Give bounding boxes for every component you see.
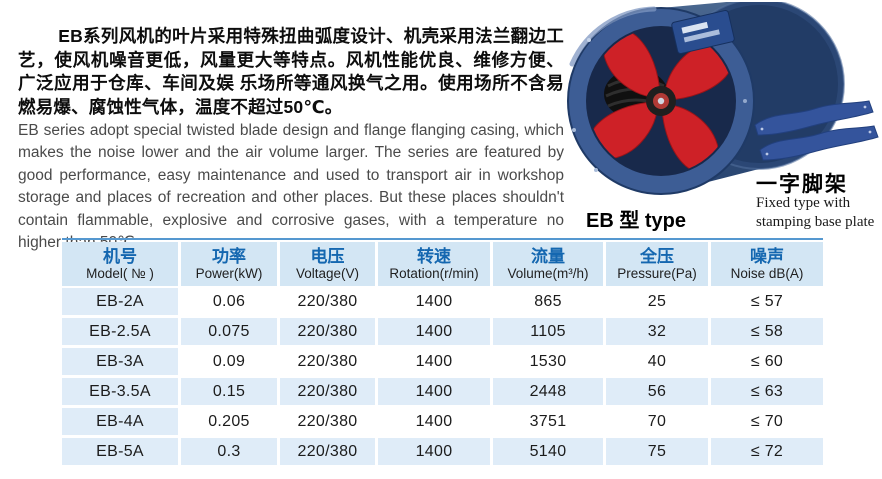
table-cell: ≤ 70 (711, 408, 823, 435)
spec-table-header-row: 机号 Model( № ) 功率 Power(kW) 电压 Voltage(V) 转速 Rot… (62, 242, 823, 286)
table-cell: EB-2A (62, 288, 178, 315)
fan-illustration-svg (567, 0, 845, 195)
header-label-en: Volume(m³/h) (507, 265, 589, 281)
table-row: EB-5A 0.3 220/380 1400 5140 75 ≤ 72 (62, 438, 823, 465)
base-plate-label-en: Fixed type with stamping base plate (756, 194, 882, 232)
header-label-cn: 流量 (531, 246, 565, 266)
fan-nameplate (671, 9, 735, 55)
table-cell: 1400 (378, 348, 490, 375)
base-plate-label-en-line1: Fixed type with (756, 195, 851, 211)
table-cell: ≤ 63 (711, 378, 823, 405)
base-plate-image (752, 100, 880, 162)
table-row: EB-3.5A 0.15 220/380 1400 2448 56 ≤ 63 (62, 378, 823, 405)
header-cell-0: 机号 Model( № ) (62, 242, 178, 286)
table-cell: 0.3 (181, 438, 277, 465)
table-cell: 1105 (493, 318, 603, 345)
table-cell: EB-4A (62, 408, 178, 435)
header-cell-5: 全压 Pressure(Pa) (606, 242, 708, 286)
table-cell: 220/380 (280, 288, 375, 315)
header-label-cn: 转速 (417, 246, 451, 266)
header-label-en: Rotation(r/min) (389, 265, 479, 281)
table-cell: 1400 (378, 378, 490, 405)
header-cell-3: 转速 Rotation(r/min) (378, 242, 490, 286)
spec-table: 机号 Model( № ) 功率 Power(kW) 电压 Voltage(V) 转速 Rot… (62, 238, 823, 465)
table-cell: ≤ 58 (711, 318, 823, 345)
table-cell: 220/380 (280, 318, 375, 345)
header-label-cn: 全压 (640, 246, 674, 266)
spec-table-body: EB-2A 0.06 220/380 1400 865 25 ≤ 57 EB-2.5A 0.07… (62, 288, 823, 465)
table-cell: 220/380 (280, 378, 375, 405)
table-cell: 0.09 (181, 348, 277, 375)
table-row: EB-4A 0.205 220/380 1400 3751 70 ≤ 70 (62, 408, 823, 435)
table-cell: 1400 (378, 318, 490, 345)
table-cell: 0.06 (181, 288, 277, 315)
base-plate-lower (759, 125, 879, 161)
table-cell: 2448 (493, 378, 603, 405)
header-cell-4: 流量 Volume(m³/h) (493, 242, 603, 286)
base-plate-label-en-line2: stamping base plate (756, 214, 875, 230)
header-label-en: Pressure(Pa) (617, 265, 697, 281)
table-row: EB-3A 0.09 220/380 1400 1530 40 ≤ 60 (62, 348, 823, 375)
flange-bolt (587, 38, 591, 42)
header-label-en: Noise dB(A) (730, 265, 804, 281)
flange-bolt (594, 168, 598, 172)
header-label-en: Power(kW) (195, 265, 263, 281)
table-cell: 0.15 (181, 378, 277, 405)
table-cell: 40 (606, 348, 708, 375)
table-cell: 70 (606, 408, 708, 435)
base-plate-svg (754, 100, 879, 161)
table-row: EB-2A 0.06 220/380 1400 865 25 ≤ 57 (62, 288, 823, 315)
table-cell: EB-5A (62, 438, 178, 465)
table-cell: 1400 (378, 288, 490, 315)
table-cell: EB-2.5A (62, 318, 178, 345)
table-cell: 3751 (493, 408, 603, 435)
table-cell: 220/380 (280, 438, 375, 465)
table-cell: ≤ 57 (711, 288, 823, 315)
header-label-en: Model( № ) (86, 265, 154, 281)
axial-fan-image (556, 0, 856, 196)
base-plate-label-cn: 一字脚架 (756, 173, 848, 196)
intro-paragraph-cn: EB系列风机的叶片采用特殊扭曲弧度设计、机壳采用法兰翻边工艺，使风机噪音更低，风… (18, 26, 564, 117)
header-label-cn: 机号 (103, 246, 137, 266)
table-cell: ≤ 72 (711, 438, 823, 465)
table-cell: 1400 (378, 438, 490, 465)
header-label-cn: 功率 (212, 246, 246, 266)
table-cell: 0.075 (181, 318, 277, 345)
table-cell: 0.205 (181, 408, 277, 435)
table-cell: 25 (606, 288, 708, 315)
table-cell: EB-3A (62, 348, 178, 375)
header-cell-6: 噪声 Noise dB(A) (711, 242, 823, 286)
header-label-en: Voltage(V) (295, 265, 360, 281)
table-cell: 5140 (493, 438, 603, 465)
flange-bolt (743, 99, 747, 103)
table-cell: 865 (493, 288, 603, 315)
table-cell: 220/380 (280, 408, 375, 435)
flange-bolt (572, 128, 576, 132)
table-cell: 75 (606, 438, 708, 465)
table-cell: 56 (606, 378, 708, 405)
header-cell-1: 功率 Power(kW) (181, 242, 277, 286)
header-label-cn: 电压 (310, 246, 345, 266)
table-cell: ≤ 60 (711, 348, 823, 375)
header-label-cn: 噪声 (750, 246, 784, 266)
intro-paragraph-en: EB series adopt special twisted blade de… (18, 122, 564, 252)
base-plate-upper (754, 100, 874, 136)
table-cell: EB-3.5A (62, 378, 178, 405)
table-cell: 1530 (493, 348, 603, 375)
header-cell-2: 电压 Voltage(V) (280, 242, 375, 286)
table-row: EB-2.5A 0.075 220/380 1400 1105 32 ≤ 58 (62, 318, 823, 345)
fan-caption: EB 型 type (585, 210, 687, 232)
table-cell: 1400 (378, 408, 490, 435)
table-cell: 220/380 (280, 348, 375, 375)
table-cell: 32 (606, 318, 708, 345)
